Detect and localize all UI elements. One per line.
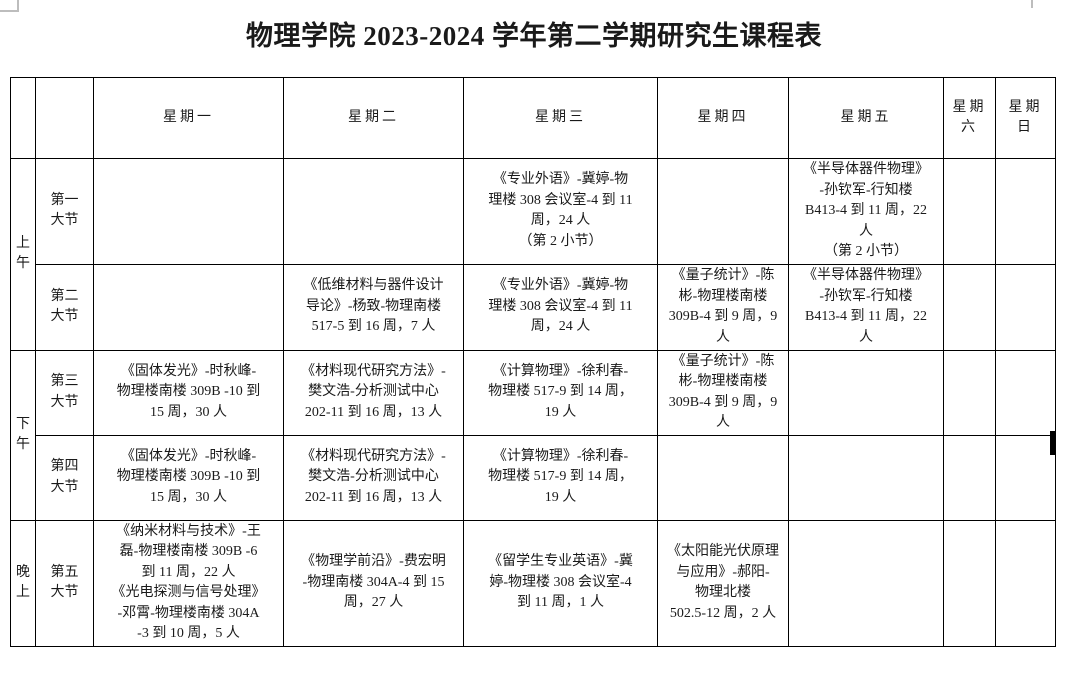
day-header-monday: 星期一 xyxy=(93,77,284,159)
day-header-friday: 星期五 xyxy=(788,77,944,159)
cell-s2-wednesday: 《专业外语》-冀婷-物 理楼 308 会议室-4 到 11 周，24 人 xyxy=(463,263,658,351)
cell-s5-tuesday: 《物理学前沿》-费宏明 -物理南楼 304A-4 到 15 周，27 人 xyxy=(283,519,464,647)
cell-s4-thursday xyxy=(657,434,789,521)
session-label-1: 第一 大节 xyxy=(35,158,94,265)
page-corner-mark-top-right xyxy=(1031,0,1033,8)
cell-s4-saturday xyxy=(943,434,996,521)
day-header-wednesday: 星期三 xyxy=(463,77,658,159)
cell-s3-wednesday: 《计算物理》-徐利春- 物理楼 517-9 到 14 周， 19 人 xyxy=(463,349,658,436)
cell-s3-friday xyxy=(788,349,944,436)
session-label-2: 第二 大节 xyxy=(35,263,94,351)
cell-s2-sunday xyxy=(995,263,1056,351)
cell-s1-tuesday xyxy=(283,158,464,265)
corner-cell-session xyxy=(35,77,94,159)
cell-s3-saturday xyxy=(943,349,996,436)
group-label-morning: 上 午 xyxy=(10,158,36,351)
page-title: 物理学院 2023-2024 学年第二学期研究生课程表 xyxy=(246,21,822,51)
cell-s2-thursday: 《量子统计》-陈 彬-物理楼南楼 309B-4 到 9 周，9 人 xyxy=(657,263,789,351)
cell-s1-friday: 《半导体器件物理》 -孙钦军-行知楼 B413-4 到 11 周，22 人 （第… xyxy=(788,158,944,265)
cell-s5-monday: 《纳米材料与技术》-王 磊-物理楼南楼 309B -6 到 11 周，22 人 … xyxy=(93,519,284,647)
cell-s5-wednesday: 《留学生专业英语》-冀 婷-物理楼 308 会议室-4 到 11 周，1 人 xyxy=(463,519,658,647)
page-corner-mark-horizontal xyxy=(0,10,19,12)
session-label-4: 第四 大节 xyxy=(35,434,94,521)
cell-s2-saturday xyxy=(943,263,996,351)
cell-s2-friday: 《半导体器件物理》 -孙钦军-行知楼 B413-4 到 11 周，22 人 xyxy=(788,263,944,351)
cell-s3-thursday: 《量子统计》-陈 彬-物理楼南楼 309B-4 到 9 周，9 人 xyxy=(657,349,789,436)
timetable: 星期一 星期二 星期三 星期四 星期五 星期 六 星期 日 上 午 第一 大节 … xyxy=(10,77,1056,647)
cell-s1-wednesday: 《专业外语》-冀婷-物 理楼 308 会议室-4 到 11 周，24 人 （第 … xyxy=(463,158,658,265)
cell-s4-friday xyxy=(788,434,944,521)
row-session4: 第四 大节 《固体发光》-时秋峰- 物理楼南楼 309B -10 到 15 周，… xyxy=(11,434,1056,521)
cell-s1-saturday xyxy=(943,158,996,265)
session-label-3: 第三 大节 xyxy=(35,349,94,436)
cell-s5-sunday xyxy=(995,519,1056,647)
row-session3: 下 午 第三 大节 《固体发光》-时秋峰- 物理楼南楼 309B -10 到 1… xyxy=(10,349,1056,521)
day-header-thursday: 星期四 xyxy=(657,77,789,159)
cell-s3-tuesday: 《材料现代研究方法》- 樊文浩-分析测试中心 202-11 到 16 周，13 … xyxy=(283,349,464,436)
cell-s2-monday xyxy=(93,263,284,351)
day-header-sunday: 星期 日 xyxy=(995,77,1056,159)
cell-s4-tuesday: 《材料现代研究方法》- 樊文浩-分析测试中心 202-11 到 16 周，13 … xyxy=(283,434,464,521)
row-session1: 上 午 第一 大节 《专业外语》-冀婷-物 理楼 308 会议室-4 到 11 … xyxy=(10,158,1056,351)
cell-s4-sunday xyxy=(995,434,1056,521)
cell-s1-thursday xyxy=(657,158,789,265)
row-session5: 晚 上 第五 大节 《纳米材料与技术》-王 磊-物理楼南楼 309B -6 到 … xyxy=(10,519,1056,647)
cell-s3-monday: 《固体发光》-时秋峰- 物理楼南楼 309B -10 到 15 周，30 人 xyxy=(93,349,284,436)
cell-s5-thursday: 《太阳能光伏原理 与应用》-郝阳- 物理北楼 502.5-12 周，2 人 xyxy=(657,519,789,647)
row-session2: 第二 大节 《低维材料与器件设计 导论》-杨致-物理南楼 517-5 到 16 … xyxy=(11,263,1056,351)
header-row: 星期一 星期二 星期三 星期四 星期五 星期 六 星期 日 xyxy=(10,77,1056,159)
cell-s5-friday xyxy=(788,519,944,647)
group-label-evening: 晚 上 xyxy=(10,519,36,647)
day-header-saturday: 星期 六 xyxy=(943,77,996,159)
cell-s3-sunday xyxy=(995,349,1056,436)
cell-s4-wednesday: 《计算物理》-徐利春- 物理楼 517-9 到 14 周， 19 人 xyxy=(463,434,658,521)
day-header-tuesday: 星期二 xyxy=(283,77,464,159)
cell-s5-saturday xyxy=(943,519,996,647)
corner-cell-group xyxy=(10,77,36,159)
cell-s1-sunday xyxy=(995,158,1056,265)
right-border-selection-mark xyxy=(1050,431,1056,455)
cell-s4-monday: 《固体发光》-时秋峰- 物理楼南楼 309B -10 到 15 周，30 人 xyxy=(93,434,284,521)
cell-s2-tuesday: 《低维材料与器件设计 导论》-杨致-物理南楼 517-5 到 16 周，7 人 xyxy=(283,263,464,351)
session-label-5: 第五 大节 xyxy=(35,519,94,647)
page-corner-mark-vertical xyxy=(17,0,19,11)
cell-s1-monday xyxy=(93,158,284,265)
group-label-afternoon: 下 午 xyxy=(10,349,36,521)
